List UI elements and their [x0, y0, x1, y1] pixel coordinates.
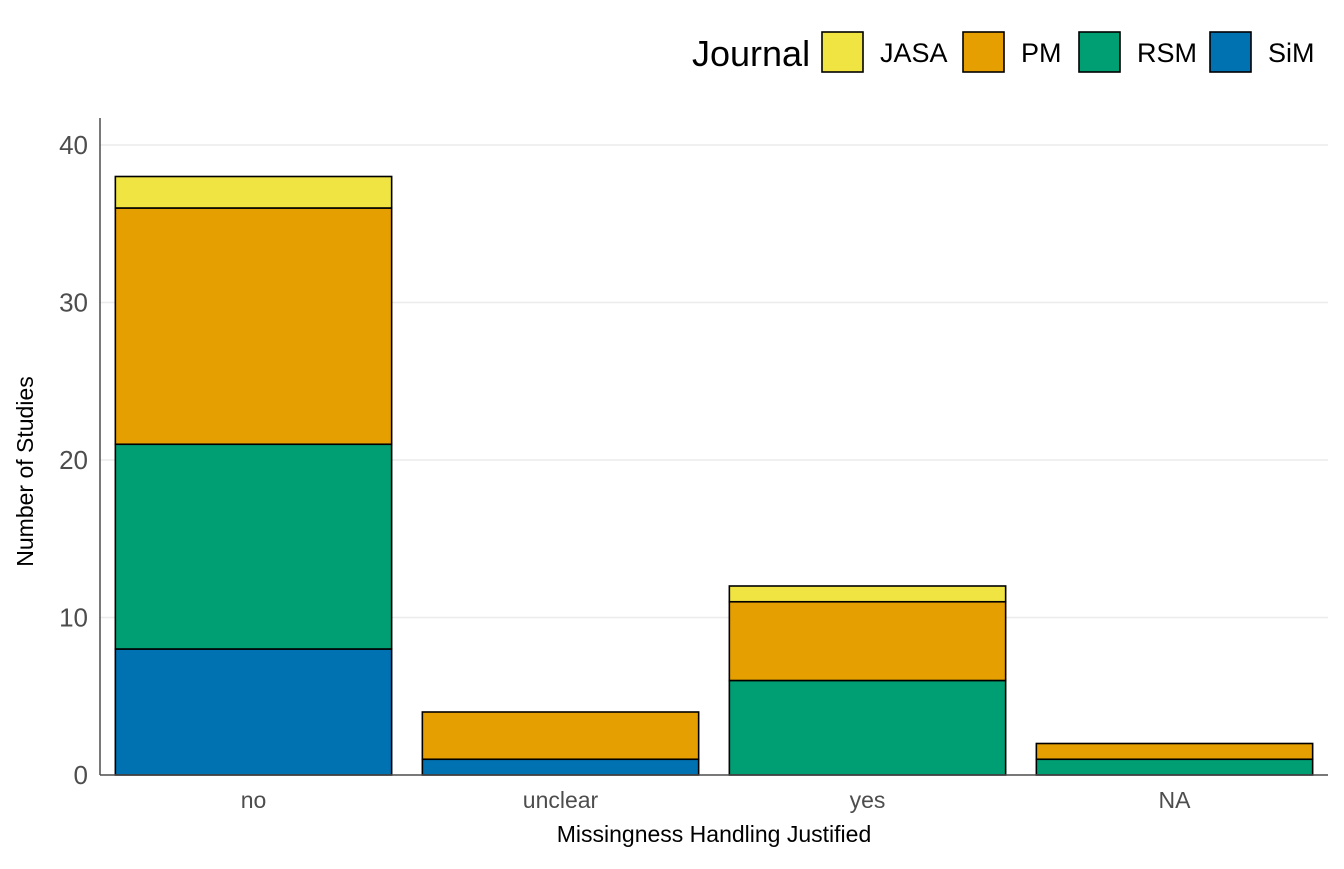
legend-key-rsm	[1078, 31, 1121, 73]
x-tick-label: unclear	[523, 787, 599, 813]
legend-label-rsm: RSM	[1137, 38, 1197, 68]
y-tick-label: 20	[59, 445, 88, 475]
axes	[99, 118, 1328, 776]
y-tick-label: 40	[59, 130, 88, 160]
bar-segment-rsm-na	[1035, 758, 1314, 776]
legend-label-sim: SiM	[1268, 38, 1315, 68]
bar-segment-rsm-yes	[728, 679, 1007, 776]
bar-segment-sim-no	[114, 648, 393, 776]
y-tick-labels: 0 10 20 30 40	[59, 130, 88, 790]
x-tick-label: no	[241, 787, 267, 813]
bar-segment-pm-no	[114, 207, 393, 446]
bar-segment-pm-yes	[728, 600, 1007, 682]
y-tick-label: 30	[59, 288, 88, 318]
x-tick-labels: no unclear yes NA	[241, 787, 1191, 813]
x-tick-label: yes	[850, 787, 886, 813]
bar-segment-rsm-no	[114, 443, 393, 650]
legend-key-pm	[962, 31, 1005, 73]
bar-segment-jasa-yes	[728, 585, 1007, 603]
bar-segment-pm-na	[1035, 742, 1314, 761]
y-axis-title: Number of Studies	[12, 376, 38, 566]
y-tick-label: 0	[74, 760, 88, 790]
x-axis-title: Missingness Handling Justified	[557, 821, 872, 847]
x-tick-label: NA	[1159, 787, 1192, 813]
bars	[114, 175, 1314, 776]
bar-segment-sim-unclear	[421, 758, 700, 776]
legend: Journal JASA PM RSM SiM	[692, 31, 1315, 74]
legend-key-jasa	[821, 31, 864, 73]
bar-segment-jasa-no	[114, 175, 393, 209]
legend-key-sim	[1209, 31, 1252, 73]
bar-segment-pm-unclear	[421, 711, 700, 761]
legend-label-jasa: JASA	[880, 38, 948, 68]
legend-title: Journal	[692, 33, 810, 74]
legend-label-pm: PM	[1021, 38, 1062, 68]
y-tick-label: 10	[59, 603, 88, 633]
